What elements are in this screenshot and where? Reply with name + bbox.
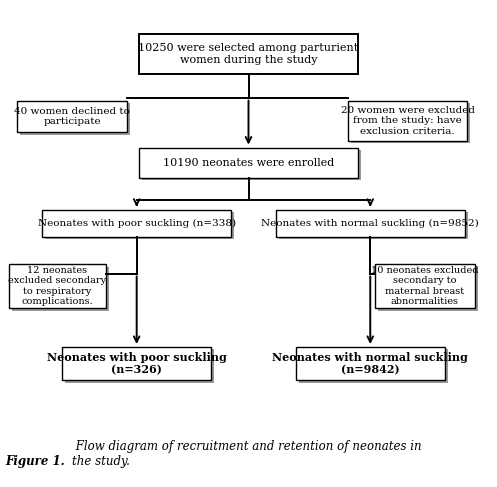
FancyBboxPatch shape xyxy=(62,347,211,380)
FancyBboxPatch shape xyxy=(139,34,358,74)
Text: Neonates with normal suckling (n=9852): Neonates with normal suckling (n=9852) xyxy=(261,219,479,228)
Text: 20 women were excluded
from the study: have
exclusion criteria.: 20 women were excluded from the study: h… xyxy=(340,106,475,135)
FancyBboxPatch shape xyxy=(276,210,465,237)
FancyBboxPatch shape xyxy=(45,212,234,240)
FancyBboxPatch shape xyxy=(378,267,478,311)
FancyBboxPatch shape xyxy=(20,103,130,135)
FancyBboxPatch shape xyxy=(12,267,108,311)
FancyBboxPatch shape xyxy=(42,210,231,237)
Text: Figure 1.: Figure 1. xyxy=(5,455,65,468)
Text: 10250 were selected among parturient
women during the study: 10250 were selected among parturient wom… xyxy=(138,43,359,64)
FancyBboxPatch shape xyxy=(299,349,448,383)
FancyBboxPatch shape xyxy=(139,148,358,178)
Text: Flow diagram of recruitment and retention of neonates in
the study.: Flow diagram of recruitment and retentio… xyxy=(72,441,421,468)
Text: Neonates with normal suckling
(n=9842): Neonates with normal suckling (n=9842) xyxy=(272,352,468,375)
Text: 12 neonates
excluded secondary
to respiratory
complications.: 12 neonates excluded secondary to respir… xyxy=(8,266,106,306)
FancyBboxPatch shape xyxy=(17,101,127,132)
FancyBboxPatch shape xyxy=(348,101,467,141)
Text: 10 neonates excluded
secondary to
maternal breast
abnormalities: 10 neonates excluded secondary to matern… xyxy=(371,266,479,306)
Text: 40 women declined to
participate: 40 women declined to participate xyxy=(14,107,130,126)
FancyBboxPatch shape xyxy=(375,264,475,308)
FancyBboxPatch shape xyxy=(65,349,214,383)
Text: 10190 neonates were enrolled: 10190 neonates were enrolled xyxy=(163,158,334,168)
Text: Neonates with poor suckling (n=338): Neonates with poor suckling (n=338) xyxy=(38,219,236,228)
FancyBboxPatch shape xyxy=(279,212,468,240)
FancyBboxPatch shape xyxy=(142,150,361,180)
FancyBboxPatch shape xyxy=(296,347,445,380)
FancyBboxPatch shape xyxy=(9,264,106,308)
Text: Neonates with poor suckling
(n=326): Neonates with poor suckling (n=326) xyxy=(47,352,227,375)
FancyBboxPatch shape xyxy=(351,103,470,143)
